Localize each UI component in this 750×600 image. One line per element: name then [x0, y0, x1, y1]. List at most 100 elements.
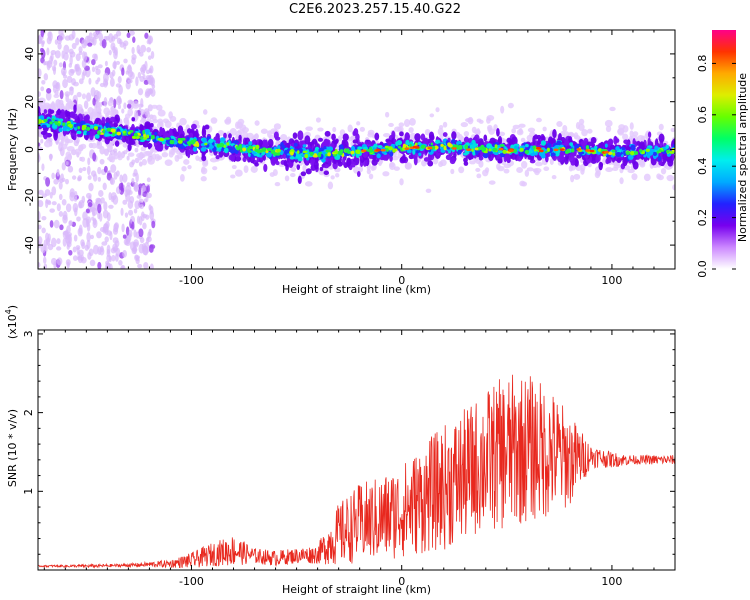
heatmap-cell — [57, 118, 64, 122]
heatmap-cell — [388, 146, 393, 151]
heatmap-cell — [550, 151, 555, 157]
heatmap-cell — [76, 130, 82, 135]
heatmap-cell — [140, 44, 147, 53]
heatmap-cell — [91, 142, 98, 149]
heatmap-cell — [87, 202, 93, 208]
heatmap-cell — [58, 127, 63, 133]
heatmap-cell — [103, 201, 108, 211]
heatmap-cell — [239, 124, 247, 131]
colorbar-ticks: 0.0 0.2 0.4 0.6 0.8 — [696, 55, 736, 278]
heatmap-cell — [488, 148, 492, 152]
y-tick-label: 40 — [23, 47, 36, 61]
heatmap-cell — [147, 88, 154, 95]
heatmap-cell — [73, 81, 79, 87]
heatmap-cell — [497, 158, 503, 164]
heatmap-cell — [654, 145, 659, 151]
heatmap-cell — [95, 197, 102, 203]
heatmap-cell — [148, 204, 152, 211]
heatmap-cell — [442, 132, 448, 138]
heatmap-cell — [148, 228, 152, 237]
heatmap-cell — [136, 194, 142, 199]
heatmap-cell — [68, 48, 74, 55]
heatmap-cell — [73, 139, 79, 147]
heatmap-cell — [122, 249, 127, 258]
heatmap-cell — [58, 181, 63, 190]
heatmap-cell — [157, 118, 164, 124]
heatmap-cell — [617, 128, 624, 135]
heatmap-cell — [169, 149, 175, 155]
heatmap-cell — [643, 154, 647, 158]
heatmap-cell — [97, 107, 102, 113]
heatmap-cell — [208, 138, 214, 144]
heatmap-cell — [141, 184, 146, 193]
heatmap-cell — [604, 119, 613, 128]
heatmap-cell — [669, 151, 675, 154]
heatmap-cell — [503, 163, 512, 169]
heatmap-cell — [90, 234, 94, 240]
heatmap-cell — [113, 152, 119, 160]
heatmap-cell — [110, 164, 117, 173]
heatmap-cell — [121, 265, 125, 269]
heatmap-cell — [38, 154, 41, 163]
heatmap-cell — [333, 150, 339, 154]
heatmap-cell — [138, 161, 143, 167]
heatmap-cell — [151, 135, 155, 140]
heatmap-cell — [51, 186, 57, 196]
heatmap-cell — [81, 241, 86, 250]
heatmap-cell — [418, 152, 422, 157]
heatmap-cell — [262, 154, 266, 161]
heatmap-cell — [89, 259, 96, 267]
heatmap-cell — [521, 160, 528, 169]
heatmap-cell — [482, 169, 489, 177]
heatmap-cell — [65, 178, 69, 185]
heatmap-cell — [95, 68, 101, 75]
heatmap-cell — [551, 174, 557, 180]
heatmap-cell — [497, 135, 503, 145]
heatmap-cell — [494, 144, 498, 149]
heatmap-cell — [132, 104, 139, 109]
heatmap-cell — [142, 129, 146, 135]
heatmap-cell — [43, 256, 47, 264]
heatmap-cell — [195, 155, 200, 161]
spectrogram-axes: -100 0 100 -40 -20 0 20 40 — [23, 29, 676, 287]
heatmap-cell — [69, 220, 73, 226]
heatmap-cell — [66, 75, 73, 84]
heatmap-cell — [108, 49, 112, 56]
heatmap-cell — [59, 90, 64, 100]
heatmap-cell — [489, 137, 496, 144]
heatmap-cell — [38, 210, 41, 221]
heatmap-cell — [134, 200, 141, 210]
heatmap-cell — [46, 88, 52, 94]
heatmap-cell — [284, 175, 290, 182]
heatmap-cell — [223, 132, 227, 139]
y-tick-label: 0 — [23, 146, 36, 153]
heatmap-cell — [150, 50, 155, 59]
heatmap-cell — [201, 127, 207, 138]
heatmap-cell — [451, 131, 457, 140]
heatmap-cell — [296, 164, 301, 170]
heatmap-cell — [62, 78, 68, 89]
heatmap-cell — [289, 156, 295, 160]
heatmap-cell — [147, 156, 152, 163]
heatmap-cell — [98, 32, 104, 42]
heatmap-cell — [337, 161, 343, 167]
heatmap-cell — [435, 139, 441, 145]
heatmap-cell — [101, 116, 106, 124]
heatmap-cell — [133, 184, 140, 192]
heatmap-cell — [457, 144, 463, 150]
heatmap-cell — [75, 53, 81, 62]
heatmap-cell — [643, 173, 651, 182]
heatmap-cell — [534, 169, 540, 176]
heatmap-cell — [92, 173, 98, 182]
heatmap-cell — [72, 246, 77, 253]
heatmap-cell — [352, 130, 357, 136]
heatmap-cell — [223, 147, 229, 154]
heatmap-cell — [629, 122, 634, 130]
heatmap-cell — [308, 151, 314, 155]
heatmap-cell — [121, 223, 125, 233]
heatmap-cell — [427, 160, 434, 167]
heatmap-cell — [503, 168, 510, 174]
heatmap-cell — [71, 175, 77, 180]
heatmap-cell — [259, 149, 263, 153]
heatmap-cell — [486, 143, 493, 149]
